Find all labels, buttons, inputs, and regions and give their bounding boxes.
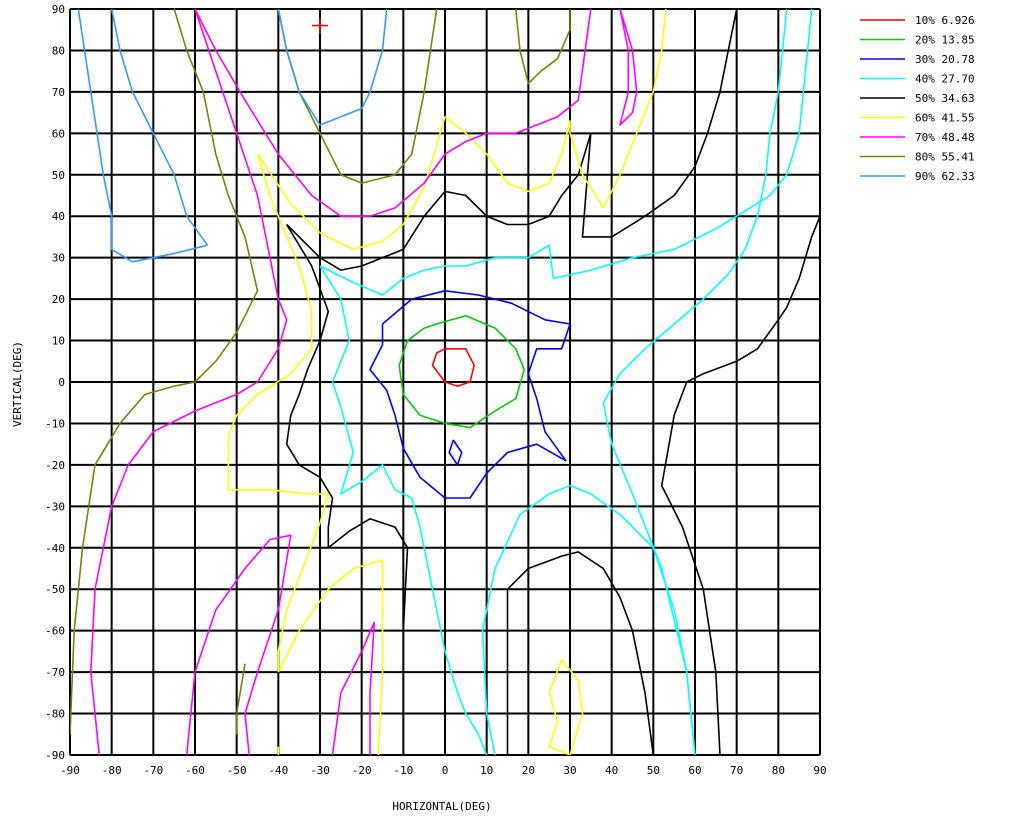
- contour-line: [619, 9, 638, 126]
- y-tick-label: -60: [45, 625, 65, 638]
- y-tick-label: -80: [45, 708, 65, 721]
- x-tick-label: -30: [310, 764, 330, 777]
- legend-entry: 70% 48.48: [915, 131, 975, 144]
- contour-line: [319, 9, 813, 296]
- x-tick-label: 60: [688, 764, 701, 777]
- x-tick-label: 20: [522, 764, 535, 777]
- plot-area: [70, 9, 820, 755]
- x-tick-label: 40: [605, 764, 618, 777]
- x-tick-label: -90: [60, 764, 80, 777]
- contour-line: [194, 9, 592, 217]
- contour-line: [286, 9, 738, 271]
- contour-line: [398, 314, 526, 429]
- legend-entry: 90% 62.33: [915, 170, 975, 183]
- y-tick-label: -90: [45, 749, 65, 762]
- contour-line: [448, 439, 463, 466]
- contour-line: [277, 559, 384, 755]
- contour-line: [602, 9, 788, 755]
- y-tick-label: 10: [52, 335, 65, 348]
- x-tick-label: -20: [352, 764, 372, 777]
- contour-line: [515, 9, 571, 85]
- legend-entry: 50% 34.63: [915, 92, 975, 105]
- tick-labels: -90 -80 -70 -60 -50 -40 -30 -20 -10 0 10 20 30 40 50 60…: [45, 3, 827, 777]
- y-tick-label: 30: [52, 252, 65, 265]
- y-tick-label: 70: [52, 86, 65, 99]
- contour-line: [235, 663, 246, 735]
- contour-line: [481, 484, 696, 755]
- x-tick-label: -10: [393, 764, 413, 777]
- contour-line: [256, 9, 667, 251]
- series-contour-7: [90, 9, 638, 755]
- y-tick-label: 60: [52, 127, 65, 140]
- x-axis-title: HORIZONTAL(DEG): [392, 800, 491, 813]
- legend-entry: 10% 6.926: [915, 14, 975, 27]
- x-tick-label: -70: [143, 764, 163, 777]
- y-tick-label: 20: [52, 293, 65, 306]
- series-contour-1: [431, 347, 476, 387]
- series-contour-4: [319, 9, 813, 755]
- y-tick-label: 0: [58, 376, 65, 389]
- contour-line: [331, 621, 376, 755]
- y-tick-label: 90: [52, 3, 65, 16]
- y-tick-label: -10: [45, 417, 65, 430]
- x-tick-label: 10: [480, 764, 493, 777]
- legend: 10% 6.926 20% 13.85 30% 20.78 40% 27.70 50% …: [860, 14, 975, 183]
- x-tick-label: 50: [647, 764, 660, 777]
- y-tick-label: -30: [45, 500, 65, 513]
- contour-line: [277, 9, 388, 126]
- legend-entry: 30% 20.78: [915, 53, 975, 66]
- series-contour-9: [77, 9, 388, 263]
- y-tick-label: 50: [52, 169, 65, 182]
- contour-line: [110, 9, 209, 246]
- contour-line: [285, 224, 409, 755]
- contour-line: [227, 153, 330, 673]
- x-tick-label: -80: [102, 764, 122, 777]
- y-axis-title: VERTICAL(DEG): [11, 341, 24, 427]
- legend-entry: 40% 27.70: [915, 73, 975, 86]
- contour-line: [548, 658, 584, 755]
- x-tick-label: 90: [813, 764, 826, 777]
- y-tick-label: 40: [52, 210, 65, 223]
- series-contour-2: [398, 314, 526, 429]
- contour-line: [319, 265, 488, 755]
- contour-line: [185, 534, 292, 755]
- y-tick-label: -40: [45, 542, 65, 555]
- y-tick-label: -20: [45, 459, 65, 472]
- y-tick-label: -70: [45, 666, 65, 679]
- x-tick-label: 80: [772, 764, 785, 777]
- x-tick-label: -60: [185, 764, 205, 777]
- contour-line: [660, 215, 820, 755]
- x-tick-label: 30: [563, 764, 576, 777]
- series-contour-3: [369, 289, 571, 499]
- y-tick-label: -50: [45, 583, 65, 596]
- contour-line: [77, 9, 208, 263]
- contour-line: [431, 347, 476, 387]
- legend-entry: 60% 41.55: [915, 112, 975, 125]
- y-tick-label: 80: [52, 44, 65, 57]
- x-tick-label: -50: [227, 764, 247, 777]
- contour-line: [90, 9, 288, 755]
- legend-entry: 20% 13.85: [915, 34, 975, 47]
- contour-line: [70, 9, 259, 735]
- x-tick-label: 0: [442, 764, 449, 777]
- contour-line: [369, 289, 571, 499]
- x-tick-label: -40: [268, 764, 288, 777]
- marker-plus: [312, 17, 328, 34]
- contour-line: [506, 551, 655, 755]
- series-contour-6: [227, 9, 667, 755]
- x-tick-label: 70: [730, 764, 743, 777]
- legend-entry: 80% 55.41: [915, 151, 975, 164]
- series-contour-5: [285, 9, 820, 755]
